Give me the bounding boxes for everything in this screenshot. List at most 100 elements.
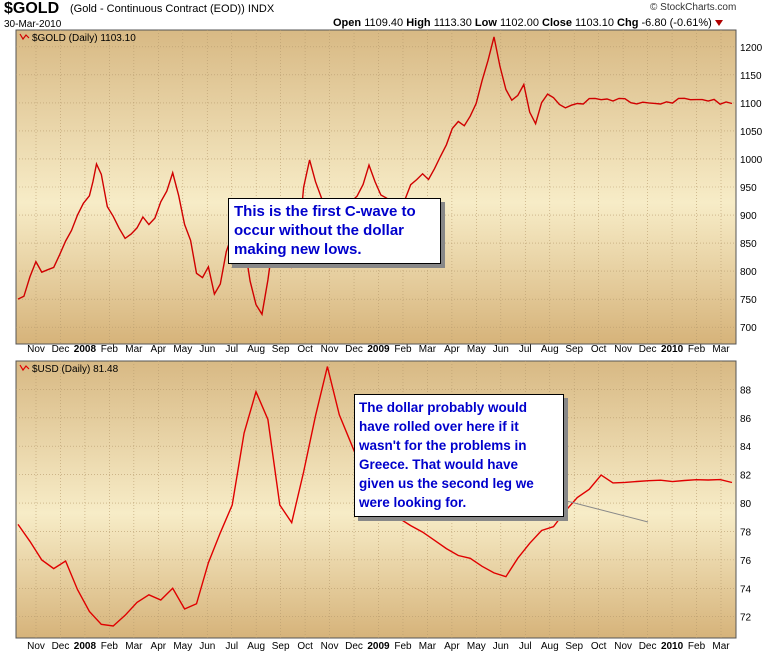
- y-tick-label: 1050: [740, 127, 763, 138]
- x-tick-label: Feb: [688, 344, 706, 355]
- x-tick-label: Mar: [712, 344, 730, 355]
- brand-watermark: © StockCharts.com: [650, 2, 737, 13]
- x-tick-label: Nov: [27, 641, 45, 652]
- x-tick-label: May: [173, 344, 192, 355]
- y-tick-label: 850: [740, 239, 757, 250]
- down-arrow-icon: [714, 20, 723, 27]
- open-label: Open: [333, 17, 362, 29]
- chart-description: (Gold - Continuous Contract (EOD)) INDX: [70, 3, 274, 15]
- x-tick-label: Mar: [125, 344, 143, 355]
- x-tick-label: Nov: [614, 641, 632, 652]
- x-tick-label: 2009: [367, 344, 390, 355]
- y-tick-label: 82: [740, 471, 752, 482]
- y-tick-label: 78: [740, 527, 752, 538]
- x-tick-label: Nov: [614, 344, 632, 355]
- x-tick-label: Oct: [591, 641, 607, 652]
- y-tick-label: 86: [740, 414, 752, 425]
- y-tick-label: 1000: [740, 155, 763, 166]
- ohlc-readout: Open 1109.40 High 1113.30 Low 1102.00 Cl…: [333, 17, 723, 29]
- x-tick-label: 2008: [74, 641, 97, 652]
- x-tick-label: Dec: [639, 641, 657, 652]
- x-tick-label: May: [467, 641, 486, 652]
- x-tick-label: Apr: [151, 641, 167, 652]
- y-tick-label: 84: [740, 442, 752, 453]
- x-tick-label: Feb: [394, 344, 412, 355]
- x-tick-label: Apr: [151, 344, 167, 355]
- x-tick-label: Jun: [199, 641, 215, 652]
- low-value: 1102.00: [499, 17, 539, 29]
- legend-line-icon: [19, 33, 30, 41]
- x-tick-label: Dec: [345, 641, 363, 652]
- y-tick-label: 750: [740, 295, 757, 306]
- x-tick-label: Jul: [519, 641, 532, 652]
- x-tick-label: May: [173, 641, 192, 652]
- x-tick-label: Oct: [591, 344, 607, 355]
- usd-annotation: The dollar probably would have rolled ov…: [354, 394, 564, 517]
- x-tick-label: May: [467, 344, 486, 355]
- legend-line-icon: [19, 364, 30, 372]
- x-tick-label: Nov: [27, 344, 45, 355]
- x-tick-label: Mar: [419, 641, 437, 652]
- chart-date: 30-Mar-2010: [4, 19, 62, 30]
- y-tick-label: 1200: [740, 43, 763, 54]
- x-tick-label: Jul: [225, 344, 238, 355]
- x-tick-label: Jul: [519, 344, 532, 355]
- y-tick-label: 900: [740, 211, 757, 222]
- high-label: High: [406, 17, 431, 29]
- x-tick-label: Sep: [272, 641, 290, 652]
- x-tick-label: 2009: [367, 641, 390, 652]
- x-tick-label: Feb: [101, 641, 119, 652]
- y-tick-label: 1100: [740, 99, 762, 110]
- y-tick-label: 80: [740, 499, 752, 510]
- y-tick-label: 950: [740, 183, 757, 194]
- x-tick-label: Aug: [541, 641, 559, 652]
- y-tick-label: 74: [740, 584, 752, 595]
- x-tick-label: Dec: [639, 344, 657, 355]
- series-line-0: [17, 36, 733, 317]
- y-tick-label: 700: [740, 323, 757, 334]
- x-tick-label: Oct: [297, 344, 313, 355]
- x-tick-label: Jun: [199, 344, 215, 355]
- x-tick-label: Mar: [712, 641, 730, 652]
- x-tick-label: Apr: [444, 641, 460, 652]
- x-tick-label: Nov: [321, 344, 339, 355]
- gold-annotation: This is the first C-wave to occur withou…: [228, 198, 441, 264]
- x-tick-label: Dec: [52, 641, 70, 652]
- x-tick-label: Dec: [345, 344, 363, 355]
- x-tick-label: Mar: [419, 344, 437, 355]
- x-tick-label: 2008: [74, 344, 97, 355]
- x-tick-label: Nov: [321, 641, 339, 652]
- annotation-pointer: [554, 497, 649, 523]
- y-tick-label: 76: [740, 556, 752, 567]
- x-tick-label: 2010: [661, 344, 684, 355]
- x-tick-label: Feb: [394, 641, 412, 652]
- x-tick-label: Feb: [688, 641, 706, 652]
- x-tick-label: Aug: [247, 344, 265, 355]
- low-label: Low: [474, 17, 497, 29]
- open-value: 1109.40: [364, 17, 404, 29]
- x-tick-label: Sep: [565, 641, 583, 652]
- x-tick-label: Sep: [565, 344, 583, 355]
- x-tick-label: Sep: [272, 344, 290, 355]
- exchange-text: INDX: [247, 3, 275, 15]
- chart-symbol: $GOLD: [4, 0, 60, 17]
- x-tick-label: Aug: [247, 641, 265, 652]
- y-tick-label: 800: [740, 267, 757, 278]
- x-tick-label: Apr: [444, 344, 460, 355]
- x-tick-label: Jun: [493, 641, 509, 652]
- x-tick-label: Jul: [225, 641, 238, 652]
- series-legend-0: $GOLD (Daily) 1103.10: [32, 33, 136, 44]
- x-tick-label: Feb: [101, 344, 119, 355]
- y-tick-label: 1150: [740, 71, 762, 82]
- high-value: 1113.30: [433, 17, 472, 29]
- series-legend-1: $USD (Daily) 81.48: [32, 364, 119, 375]
- x-tick-label: 2010: [661, 641, 684, 652]
- y-tick-label: 88: [740, 385, 752, 396]
- x-tick-label: Mar: [125, 641, 143, 652]
- close-value: 1103.10: [575, 17, 614, 29]
- y-tick-label: 72: [740, 613, 752, 624]
- x-tick-label: Aug: [541, 344, 559, 355]
- x-tick-label: Jun: [493, 344, 509, 355]
- x-tick-label: Dec: [52, 344, 70, 355]
